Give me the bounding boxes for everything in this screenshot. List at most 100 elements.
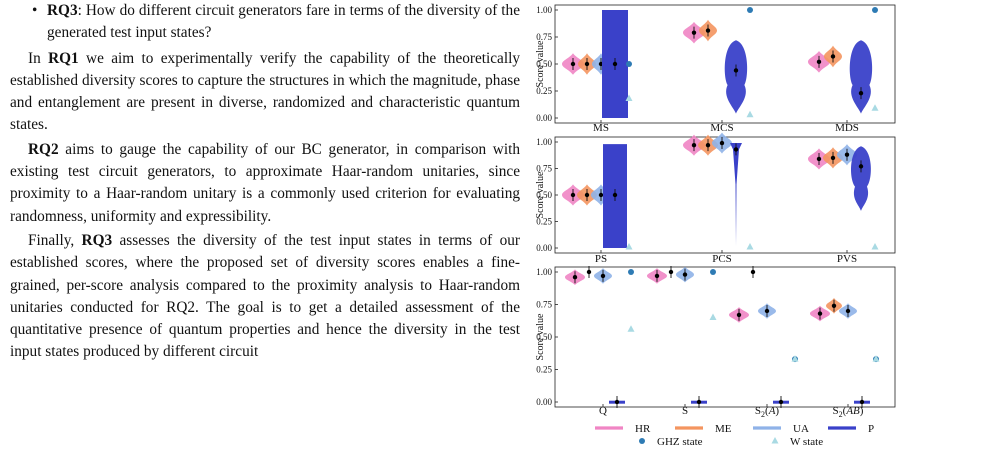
paragraph-rq3: Finally, RQ3 assesses the diversity of t… (10, 230, 520, 364)
median-marker (654, 273, 660, 279)
median-marker (572, 275, 578, 280)
y-axis-label: Score value (535, 313, 546, 360)
y-tick-label: 0.75 (536, 164, 552, 174)
median-marker (598, 192, 604, 198)
category-label: PS (595, 253, 607, 265)
category-label: MS (593, 122, 609, 134)
legend-ghz-marker (639, 438, 645, 444)
category-label: MCS (710, 122, 733, 134)
category-label: S2(AB) (833, 405, 864, 419)
w-state-marker (872, 355, 880, 362)
y-tick-label: 0.00 (536, 113, 552, 123)
median-marker (612, 192, 618, 198)
median-marker (858, 90, 864, 96)
rq2-label: RQ2 (28, 140, 59, 158)
bullet-icon: • (32, 2, 38, 19)
median-marker (858, 164, 864, 169)
rq3-item-text: : How do different circuit generators fa… (47, 2, 520, 42)
w-state-marker (791, 355, 799, 362)
median-marker (668, 269, 674, 275)
ghz-state-marker (747, 7, 753, 13)
ghz-state-marker (710, 269, 716, 275)
legend-label: W state (790, 436, 823, 448)
y-tick-label: 1.00 (536, 137, 552, 147)
median-marker (830, 54, 836, 59)
para3-text: assesses the diversity of the test input… (10, 231, 520, 361)
rq3-label-para: RQ3 (81, 231, 113, 249)
median-marker (733, 147, 739, 152)
y-tick-label: 0.75 (536, 300, 552, 310)
category-label: S (682, 405, 688, 417)
violin-figure: 0.00 0.25 0.50 0.75 1.00 Score value MS MCS MDS 0… (535, 4, 896, 448)
legend-label: HR (635, 423, 651, 435)
w-state-marker (625, 94, 633, 102)
w-state-marker (625, 243, 633, 250)
para3-prefix: Finally, (28, 231, 82, 249)
para1-prefix: In (28, 49, 49, 67)
median-marker (570, 192, 576, 198)
legend-label: P (868, 423, 874, 435)
y-tick-label: 0.00 (536, 243, 552, 253)
median-marker (831, 303, 837, 308)
median-marker (845, 308, 851, 314)
w-state-marker (709, 313, 717, 320)
para2-text: aims to gauge the capability of our BC g… (10, 140, 520, 225)
legend-w-marker (771, 437, 779, 444)
rq3-label: RQ3 (47, 2, 78, 19)
ghz-state-marker (872, 7, 878, 13)
w-state-marker (871, 243, 879, 250)
median-marker (586, 269, 592, 275)
median-marker (696, 399, 702, 405)
w-state-marker (627, 325, 635, 332)
y-tick-label: 0.25 (536, 217, 552, 227)
median-marker (584, 192, 590, 198)
median-marker (691, 30, 697, 35)
ghz-state-marker (626, 61, 632, 67)
median-marker (691, 142, 697, 148)
median-marker (584, 61, 590, 67)
y-tick-label: 1.00 (536, 5, 552, 15)
median-marker (612, 61, 618, 67)
y-tick-label: 0.50 (536, 59, 552, 69)
ghz-state-marker (628, 269, 634, 275)
median-marker (736, 312, 742, 318)
paper-text-column: • RQ3: How do different circuit generato… (10, 0, 520, 364)
para1-text: we aim to experimentally verify the capa… (10, 49, 520, 134)
y-tick-label: 0.00 (536, 397, 552, 407)
paragraph-rq1: In RQ1 we aim to experimentally verify t… (10, 48, 520, 137)
median-marker (733, 68, 739, 73)
category-label: PCS (712, 253, 732, 265)
violin-p (851, 146, 871, 211)
y-tick-label: 0.25 (536, 86, 552, 96)
violin-p (724, 40, 748, 114)
median-marker (682, 272, 688, 277)
median-marker (816, 156, 822, 162)
median-marker (817, 311, 823, 316)
median-marker (750, 269, 756, 275)
y-tick-label: 0.50 (536, 190, 552, 200)
panel-frame (554, 266, 896, 408)
w-state-marker (746, 110, 754, 118)
median-marker (705, 28, 711, 33)
median-marker (570, 61, 576, 67)
median-marker (764, 308, 770, 314)
legend-label: ME (715, 423, 732, 435)
legend-label: GHZ state (657, 436, 703, 448)
median-marker (816, 59, 822, 65)
category-label: PVS (837, 253, 857, 265)
median-marker (614, 399, 620, 405)
rq1-label: RQ1 (48, 49, 79, 67)
w-state-marker (746, 243, 754, 250)
w-state-marker (871, 104, 879, 111)
paragraph-rq2: RQ2 aims to gauge the capability of our … (10, 139, 520, 228)
median-marker (778, 399, 784, 405)
y-tick-label: 0.75 (536, 32, 552, 42)
y-tick-label: 1.00 (536, 267, 552, 277)
median-marker (859, 399, 865, 405)
rq3-list-item: • RQ3: How do different circuit generato… (10, 0, 520, 45)
median-marker (705, 142, 711, 148)
violin-p (730, 143, 742, 246)
y-axis-label: Score value (535, 40, 546, 87)
category-label: S2(A) (755, 405, 780, 419)
category-label: Q (599, 405, 607, 417)
